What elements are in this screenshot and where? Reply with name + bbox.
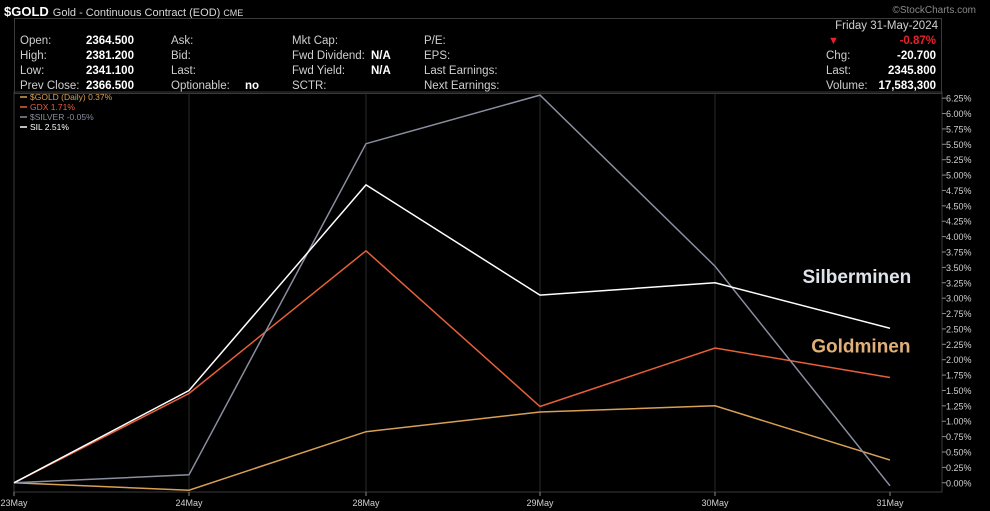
symbol-description: Gold - Continuous Contract (EOD)	[52, 7, 221, 19]
y-tick-label: 2.00%	[946, 355, 972, 365]
high-label: High:	[20, 50, 47, 62]
eps-label: EPS:	[424, 50, 451, 62]
y-tick-label: 4.25%	[946, 217, 972, 227]
x-tick-label: 29May	[526, 498, 554, 508]
watermark: ©StockCharts.com	[892, 5, 976, 16]
x-tick-label: 24May	[175, 498, 203, 508]
legend-entry: GDX 1.71%	[30, 102, 75, 112]
quote-date: Friday 31-May-2024	[835, 20, 938, 32]
ask-label: Ask:	[171, 35, 194, 47]
x-tick-label: 23May	[0, 498, 28, 508]
y-tick-label: 0.00%	[946, 478, 972, 488]
low-value: 2341.100	[86, 65, 134, 77]
y-tick-label: 2.75%	[946, 309, 972, 319]
optionable-label: Optionable:	[171, 80, 230, 92]
high-value: 2381.200	[86, 50, 134, 62]
symbol-ticker: $GOLD	[4, 4, 49, 19]
y-tick-label: 3.50%	[946, 263, 972, 273]
last-earnings-label: Last Earnings:	[424, 65, 498, 77]
y-tick-label: 6.00%	[946, 109, 972, 119]
series-line-3	[13, 183, 891, 484]
y-tick-label: 5.50%	[946, 140, 972, 150]
y-tick-label: 2.50%	[946, 324, 972, 334]
series-line-1	[13, 249, 891, 484]
fwd-yield-label: Fwd Yield:	[292, 65, 346, 77]
prev-close-value: 2366.500	[86, 80, 134, 92]
last-value: 2345.800	[888, 65, 936, 77]
y-tick-label: 1.25%	[946, 401, 972, 411]
fwd-dividend-value: N/A	[371, 50, 391, 62]
y-tick-label: 6.25%	[946, 94, 972, 104]
fwd-dividend-label: Fwd Dividend:	[292, 50, 365, 62]
exchange-label: CME	[223, 8, 244, 18]
y-tick-label: 4.00%	[946, 232, 972, 242]
y-tick-label: 0.75%	[946, 432, 972, 442]
y-tick-label: 1.50%	[946, 386, 972, 396]
volume-label: Volume:	[826, 80, 868, 92]
down-arrow-icon: ▼	[828, 35, 839, 47]
y-tick-label: 4.75%	[946, 186, 972, 196]
series-line-0	[13, 405, 891, 491]
sctr-label: SCTR:	[292, 80, 327, 92]
next-earnings-label: Next Earnings:	[424, 80, 500, 92]
open-label: Open:	[20, 35, 52, 47]
chart-annotation: Goldminen	[811, 336, 910, 357]
fwd-yield-value: N/A	[371, 65, 391, 77]
pct-change: -0.87%	[899, 35, 936, 47]
x-tick-label: 28May	[352, 498, 380, 508]
bid-label: Bid:	[171, 50, 191, 62]
mkt-cap-label: Mkt Cap:	[292, 35, 339, 47]
volume-value: 17,583,300	[878, 80, 936, 92]
legend-entry: $SILVER -0.05%	[30, 112, 94, 122]
last-label-mid: Last:	[171, 65, 196, 77]
low-label: Low:	[20, 65, 45, 77]
y-tick-label: 1.00%	[946, 417, 972, 427]
pe-label: P/E:	[424, 35, 446, 47]
y-tick-label: 3.75%	[946, 248, 972, 258]
y-tick-label: 3.25%	[946, 278, 972, 288]
y-tick-label: 0.50%	[946, 448, 972, 458]
prev-close-label: Prev Close:	[20, 80, 80, 92]
chart-annotation: Silberminen	[803, 267, 912, 288]
x-tick-label: 30May	[701, 498, 729, 508]
y-tick-label: 4.50%	[946, 201, 972, 211]
y-tick-label: 5.25%	[946, 155, 972, 165]
y-tick-label: 5.00%	[946, 171, 972, 181]
y-tick-label: 3.00%	[946, 294, 972, 304]
plot-area-frame	[13, 91, 943, 493]
y-tick-label: 1.75%	[946, 371, 972, 381]
chg-value: -20.700	[896, 50, 936, 62]
quote-panel	[14, 18, 942, 94]
series-line-2	[13, 94, 891, 487]
y-tick-label: 0.25%	[946, 463, 972, 473]
optionable-value: no	[245, 80, 260, 92]
last-label: Last:	[826, 65, 851, 77]
x-tick-label: 31May	[876, 498, 904, 508]
chg-label: Chg:	[826, 50, 851, 62]
open-value: 2364.500	[86, 35, 134, 47]
y-tick-label: 5.75%	[946, 124, 972, 134]
y-tick-label: 2.25%	[946, 340, 972, 350]
legend-entry: SIL 2.51%	[30, 122, 69, 132]
legend-entry: $GOLD (Daily) 0.37%	[30, 92, 113, 102]
symbol-title: $GOLD Gold - Continuous Contract (EOD) CME	[4, 4, 243, 19]
